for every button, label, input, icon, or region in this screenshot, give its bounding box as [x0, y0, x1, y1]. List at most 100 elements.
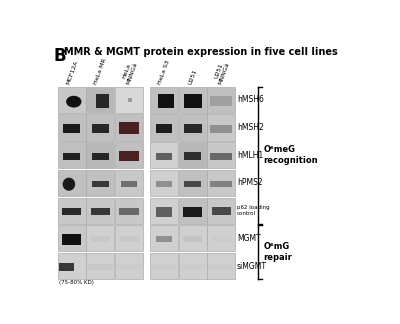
Bar — [150, 198, 178, 224]
Bar — [151, 264, 176, 270]
Bar — [184, 123, 202, 133]
Text: MGMT: MGMT — [237, 234, 260, 243]
Bar — [179, 198, 206, 224]
Bar — [115, 225, 143, 251]
Bar — [86, 198, 114, 224]
Bar — [207, 87, 235, 113]
Bar — [179, 142, 206, 168]
Bar — [86, 114, 114, 141]
Bar — [92, 123, 109, 133]
Bar — [119, 208, 139, 214]
Text: hPMS2: hPMS2 — [237, 179, 262, 187]
Text: U251: U251 — [188, 68, 198, 85]
Text: hMLH1: hMLH1 — [237, 151, 263, 160]
Text: MCF12A: MCF12A — [65, 59, 79, 85]
Bar — [58, 225, 86, 251]
Bar — [207, 142, 235, 168]
Bar — [58, 198, 86, 224]
Bar — [150, 114, 178, 141]
Bar — [179, 253, 206, 279]
Bar — [150, 225, 178, 251]
Bar — [209, 264, 234, 270]
Bar — [63, 123, 80, 133]
Bar — [156, 153, 172, 160]
Bar — [158, 95, 174, 108]
Bar — [59, 263, 74, 271]
Text: hMSH6: hMSH6 — [237, 95, 264, 104]
Bar — [92, 153, 109, 160]
Bar — [210, 125, 232, 133]
Text: U251
MNNGâ: U251 MNNGâ — [212, 59, 231, 85]
Text: MMR & MGMT protein expression in five cell lines: MMR & MGMT protein expression in five ce… — [64, 47, 338, 57]
Text: O⁶mG
repair: O⁶mG repair — [263, 242, 292, 262]
Bar — [207, 198, 235, 224]
Bar — [58, 253, 86, 279]
Text: HeLa
MNNGâ: HeLa MNNGâ — [120, 59, 138, 85]
Bar — [150, 253, 178, 279]
Bar — [86, 87, 114, 113]
Bar — [63, 153, 80, 160]
Bar — [212, 236, 231, 242]
Bar — [119, 236, 139, 242]
Bar — [58, 87, 86, 113]
Text: p62 loading
control: p62 loading control — [237, 205, 270, 216]
Bar — [179, 170, 206, 196]
Bar — [183, 236, 202, 242]
Ellipse shape — [63, 178, 75, 191]
Bar — [119, 122, 139, 134]
Bar — [86, 142, 114, 168]
Bar — [119, 151, 139, 161]
Bar — [207, 114, 235, 141]
Bar — [86, 170, 114, 196]
Bar — [156, 181, 172, 187]
Bar — [150, 170, 178, 196]
Bar — [86, 253, 114, 279]
Text: B: B — [53, 47, 66, 64]
Bar — [207, 170, 235, 196]
Bar — [128, 98, 132, 102]
Bar — [179, 87, 206, 113]
Bar — [180, 264, 205, 270]
Bar — [121, 181, 138, 187]
Bar — [91, 208, 110, 215]
Bar — [92, 181, 109, 187]
Text: O⁶meG
recognition: O⁶meG recognition — [263, 145, 318, 165]
Bar — [58, 114, 86, 141]
Bar — [62, 208, 82, 215]
Bar — [115, 170, 143, 196]
Bar — [156, 123, 172, 133]
Bar — [115, 142, 143, 168]
Text: HeLa MR: HeLa MR — [94, 57, 108, 85]
Bar — [58, 170, 86, 196]
Bar — [91, 236, 110, 242]
Bar — [179, 225, 206, 251]
Bar — [184, 95, 202, 108]
Text: (75-80% KD): (75-80% KD) — [58, 280, 94, 285]
Bar — [184, 152, 201, 160]
Bar — [115, 87, 143, 113]
Text: siMGMT: siMGMT — [237, 261, 267, 271]
Bar — [96, 95, 109, 108]
Bar — [115, 198, 143, 224]
Bar — [207, 225, 235, 251]
Ellipse shape — [66, 96, 82, 108]
Bar — [88, 264, 113, 270]
Bar — [210, 153, 232, 160]
Bar — [156, 236, 172, 242]
Bar — [179, 114, 206, 141]
Bar — [115, 114, 143, 141]
Bar — [210, 96, 232, 106]
Bar — [58, 142, 86, 168]
Bar — [210, 181, 232, 187]
Bar — [62, 234, 82, 245]
Bar — [183, 207, 202, 217]
Bar — [207, 253, 235, 279]
Bar — [150, 142, 178, 168]
Bar — [156, 207, 172, 217]
Bar — [212, 207, 231, 215]
Text: HeLa S3: HeLa S3 — [158, 59, 171, 85]
Text: hMSH2: hMSH2 — [237, 123, 264, 132]
Bar — [150, 87, 178, 113]
Bar — [116, 264, 142, 270]
Bar — [86, 225, 114, 251]
